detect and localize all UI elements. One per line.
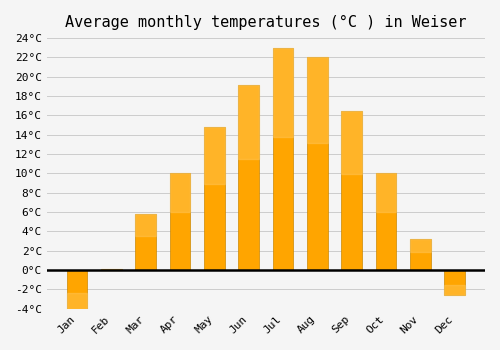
Bar — [204, 127, 225, 270]
Bar — [170, 174, 190, 270]
Title: Average monthly temperatures (°C ) in Weiser: Average monthly temperatures (°C ) in We… — [65, 15, 466, 30]
Bar — [307, 57, 328, 142]
Bar — [238, 84, 259, 159]
Bar — [67, 270, 87, 309]
Bar — [444, 270, 465, 295]
Bar — [67, 293, 87, 309]
Bar — [101, 269, 121, 270]
Bar — [136, 214, 156, 270]
Bar — [410, 239, 430, 252]
Bar — [307, 57, 328, 270]
Bar — [410, 239, 430, 270]
Bar — [136, 214, 156, 237]
Bar — [170, 174, 190, 212]
Bar — [444, 285, 465, 295]
Bar — [204, 127, 225, 184]
Bar — [342, 111, 362, 270]
Bar — [376, 174, 396, 270]
Bar — [273, 48, 293, 137]
Bar — [101, 269, 121, 270]
Bar — [273, 48, 293, 270]
Bar — [342, 111, 362, 174]
Bar — [376, 174, 396, 212]
Bar — [238, 84, 259, 270]
